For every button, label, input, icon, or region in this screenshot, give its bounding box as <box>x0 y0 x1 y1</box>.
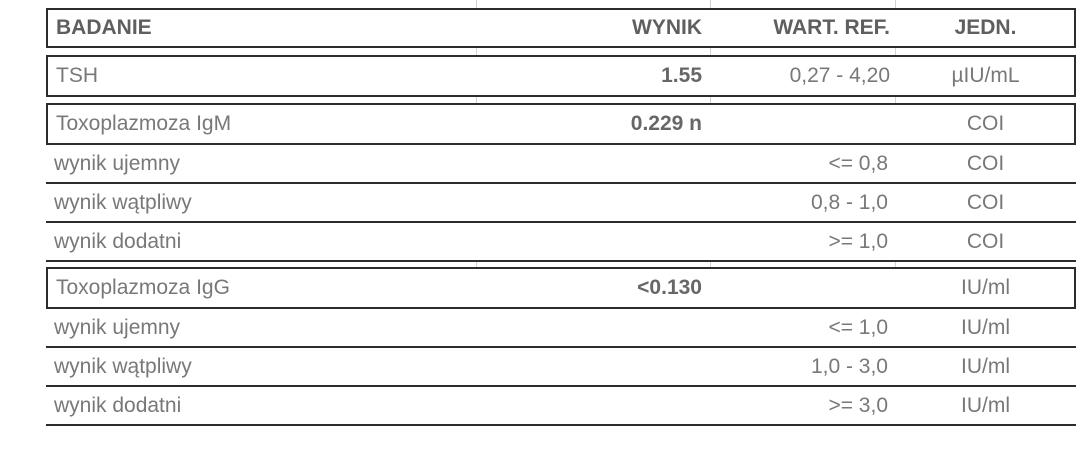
table-row-toxoplazmoza-igm: Toxoplazmoza IgM 0.229 n COI <box>46 103 1076 145</box>
table-row-tsh: TSH 1.55 0,27 - 4,20 µIU/mL <box>46 55 1076 97</box>
reference-range: <= 1,0 <box>828 315 888 339</box>
test-name: Toxoplazmoza IgM <box>56 112 232 135</box>
table-header-row: BADANIE WYNIK WART. REF. JEDN. <box>46 8 1076 48</box>
interpretation-label: wynik ujemny <box>54 151 181 175</box>
unit: µIU/mL <box>951 64 1020 87</box>
test-name: TSH <box>56 64 98 87</box>
unit: IU/ml <box>961 354 1010 378</box>
interpretation-label: wynik dodatni <box>54 393 182 417</box>
table-row-igm-dodatni: wynik dodatni >= 1,0 COI <box>46 223 1076 262</box>
unit: COI <box>966 190 1005 214</box>
reference-range: 1,0 - 3,0 <box>810 354 888 378</box>
table-row-igg-ujemny: wynik ujemny <= 1,0 IU/ml <box>46 309 1076 348</box>
unit: IU/ml <box>961 315 1010 339</box>
unit: IU/ml <box>961 393 1010 417</box>
interpretation-label: wynik dodatni <box>54 229 182 253</box>
interpretation-label: wynik wątpliwy <box>54 190 192 214</box>
unit: COI <box>966 112 1005 135</box>
unit: IU/ml <box>961 276 1010 299</box>
test-name: Toxoplazmoza IgG <box>56 276 230 299</box>
unit: COI <box>966 229 1005 253</box>
unit: COI <box>966 151 1005 175</box>
reference-range: >= 3,0 <box>828 393 888 417</box>
reference-range: <= 0,8 <box>828 151 888 175</box>
interpretation-label: wynik ujemny <box>54 315 181 339</box>
table-row-igm-watpliwy: wynik wątpliwy 0,8 - 1,0 COI <box>46 184 1076 223</box>
table-row-toxoplazmoza-igg: Toxoplazmoza IgG <0.130 IU/ml <box>46 267 1076 309</box>
lab-results-table: BADANIE WYNIK WART. REF. JEDN. TSH 1.55 … <box>46 0 1076 426</box>
column-header-wynik: WYNIK <box>632 16 702 39</box>
test-result: <0.130 <box>637 276 702 299</box>
reference-range: 0,27 - 4,20 <box>789 64 890 87</box>
column-header-wart-ref: WART. REF. <box>773 16 890 39</box>
column-header-jedn: JEDN. <box>954 16 1017 39</box>
reference-range: >= 1,0 <box>828 229 888 253</box>
test-result: 1.55 <box>661 64 702 87</box>
test-result: 0.229 n <box>630 112 702 135</box>
column-header-badanie: BADANIE <box>56 16 152 39</box>
table-row-igg-watpliwy: wynik wątpliwy 1,0 - 3,0 IU/ml <box>46 348 1076 387</box>
table-row-igm-ujemny: wynik ujemny <= 0,8 COI <box>46 145 1076 184</box>
interpretation-label: wynik wątpliwy <box>54 354 192 378</box>
reference-range: 0,8 - 1,0 <box>810 190 888 214</box>
table-row-igg-dodatni: wynik dodatni >= 3,0 IU/ml <box>46 387 1076 426</box>
